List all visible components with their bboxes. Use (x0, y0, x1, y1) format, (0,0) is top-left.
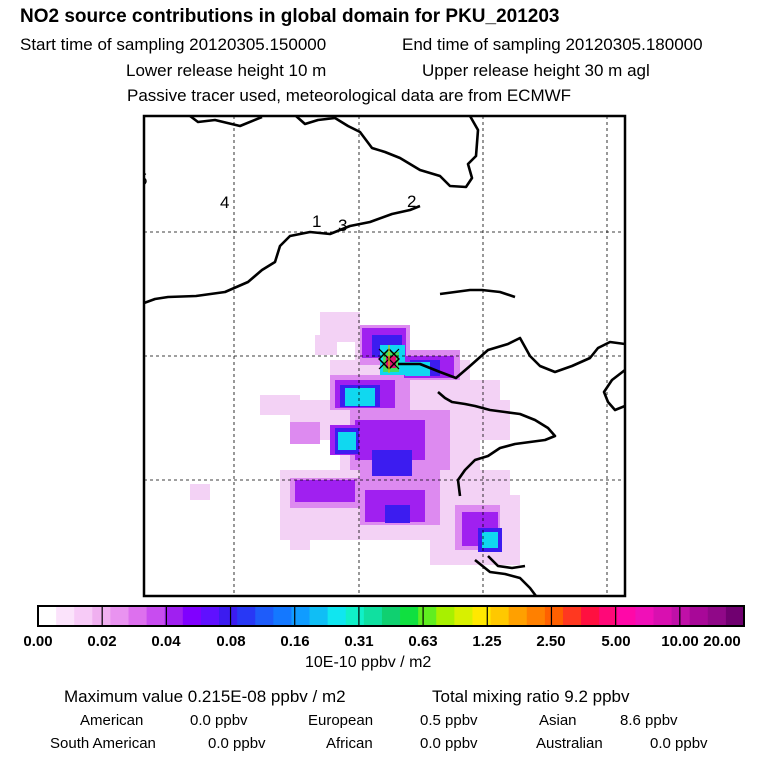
colorbar-tick-label: 1.25 (472, 633, 502, 650)
colorbar-segment (562, 606, 582, 626)
lower-release-text: Lower release height 10 m (126, 61, 327, 80)
colorbar-segment (526, 606, 546, 626)
colorbar-segment (381, 606, 401, 626)
trajectory-label-2: 2 (407, 192, 416, 211)
colorbar-tick-label: 20.00 (703, 633, 741, 650)
colorbar-segment (671, 606, 691, 626)
colorbar-frame (37, 605, 745, 627)
plume-peak (386, 356, 396, 368)
colorbar-segment (110, 606, 130, 626)
colorbar-segment (128, 606, 148, 626)
region-name: European (308, 712, 374, 729)
tracer-note-text: Passive tracer used, meteorological data… (127, 86, 572, 105)
region-value: 8.6 ppbv (620, 712, 678, 729)
colorbar-tick-label: 0.02 (87, 633, 117, 650)
colorbar-segment (146, 606, 166, 626)
region-name: African (326, 735, 373, 752)
colorbar (38, 606, 745, 626)
colorbar-segment (255, 606, 274, 626)
trajectory-label-4: 4 (220, 193, 229, 212)
colorbar-segment (200, 606, 220, 626)
colorbar-segment (38, 606, 57, 626)
colorbar-segment (707, 606, 727, 626)
colorbar-segment (508, 606, 528, 626)
colorbar-tick-label: 0.63 (408, 633, 438, 650)
lat-lon-grid (144, 116, 625, 596)
colorbar-tick-label: 0.04 (151, 633, 181, 650)
region-value: 0.0 ppbv (650, 735, 708, 752)
colorbar-tick-label: 0.31 (344, 633, 374, 650)
map-frame (142, 114, 627, 598)
start-time-text: Start time of sampling 20120305.150000 (20, 35, 327, 54)
plume-cyan (338, 345, 498, 548)
colorbar-segment (599, 606, 618, 626)
colorbar-tick-label: 10.00 (661, 633, 699, 650)
colorbar-tick-label: 0.16 (280, 633, 310, 650)
colorbar-segment (56, 606, 75, 626)
total-mixing-ratio-text: Total mixing ratio 9.2 ppbv (432, 687, 630, 706)
upper-release-text: Upper release height 30 m agl (422, 61, 650, 80)
end-time-text: End time of sampling 20120305.180000 (402, 35, 703, 54)
colorbar-segment (273, 606, 292, 626)
map-title: NO2 source contributions in global domai… (20, 6, 560, 27)
colorbar-tick-label: 0.00 (23, 633, 53, 650)
colorbar-segment (182, 606, 202, 626)
colorbar-tick-label: 5.00 (601, 633, 631, 650)
region-value: 0.0 ppbv (190, 712, 248, 729)
region-name: Australian (536, 735, 603, 752)
colorbar-segment (291, 606, 311, 626)
colorbar-segment (617, 606, 636, 626)
colorbar-tick-label: 2.50 (536, 633, 566, 650)
colorbar-segment (653, 606, 673, 626)
colorbar-unit: 10E-10 ppbv / m2 (305, 654, 432, 671)
colorbar-segment (164, 606, 184, 626)
colorbar-segment (219, 606, 238, 626)
maximum-value-text: Maximum value 0.215E-08 ppbv / m2 (64, 687, 346, 706)
colorbar-segment (490, 606, 510, 626)
region-value: 0.0 ppbv (208, 735, 266, 752)
colorbar-segment (327, 606, 347, 626)
trajectory-label-1: 1 (312, 212, 321, 231)
colorbar-segment (400, 606, 419, 626)
colorbar-tick-label: 0.08 (216, 633, 246, 650)
colorbar-segment (363, 606, 383, 626)
colorbar-segment (454, 606, 473, 626)
trajectory-label-3: 3 (338, 216, 347, 235)
colorbar-segment (309, 606, 329, 626)
colorbar-segment (74, 606, 93, 626)
colorbar-segment (237, 606, 256, 626)
colorbar-segment (418, 606, 437, 626)
region-value: 0.5 ppbv (420, 712, 478, 729)
colorbar-segment (689, 606, 709, 626)
colorbar-segment (725, 606, 745, 626)
receptor-marker (378, 345, 400, 373)
colorbar-segment (436, 606, 455, 626)
colorbar-segment (472, 606, 492, 626)
region-value: 0.0 ppbv (420, 735, 478, 752)
colorbar-segment (544, 606, 564, 626)
coastlines (144, 116, 625, 596)
region-name: South American (50, 735, 156, 752)
colorbar-segment (581, 606, 600, 626)
colorbar-segment (345, 606, 365, 626)
map-area: 5 4 1 3 2 (138, 116, 625, 596)
trajectory-label-5: 5 (138, 170, 147, 189)
region-name: Asian (539, 712, 577, 729)
region-name: American (80, 712, 144, 729)
colorbar-segment (635, 606, 654, 626)
